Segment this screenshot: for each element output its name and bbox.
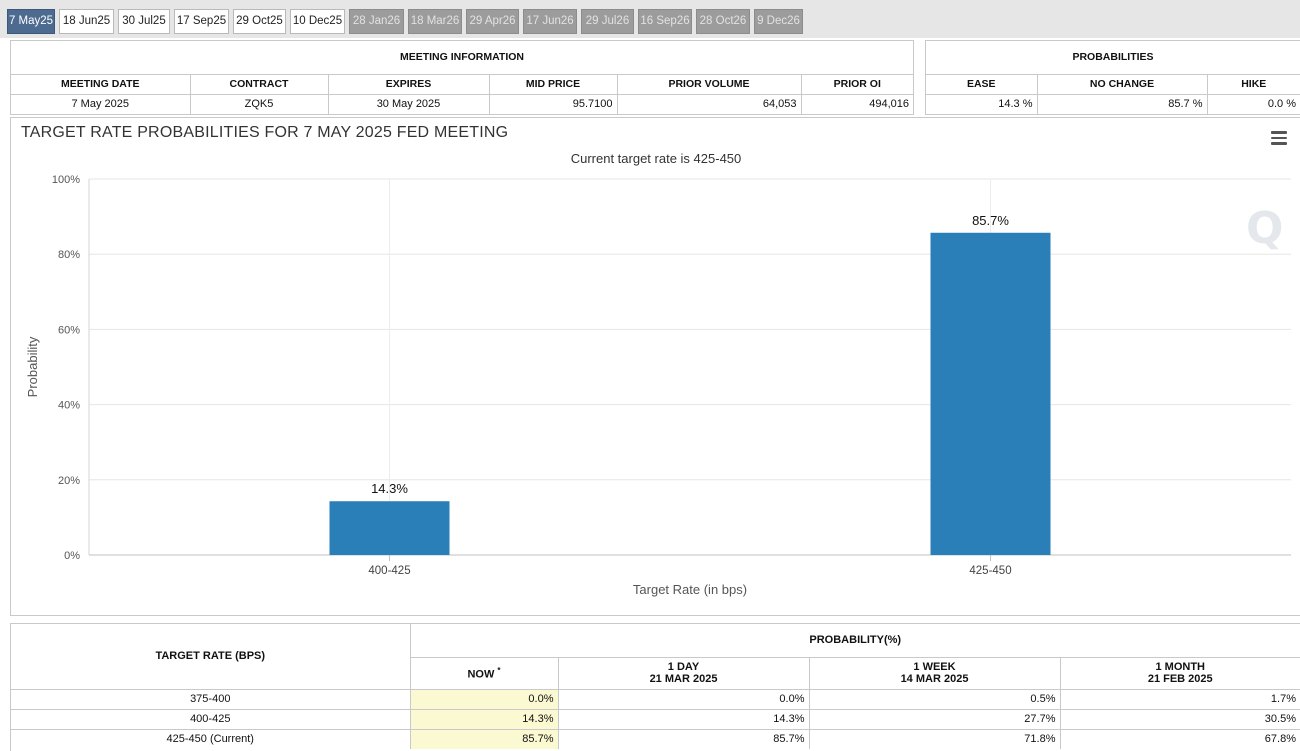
prior-volume-value: 64,053 — [616, 93, 802, 114]
header-ease: EASE — [926, 73, 1038, 95]
no-change-value: 85.7 % — [1036, 93, 1208, 114]
tab-30-jul25[interactable]: 30 Jul25 — [118, 9, 170, 34]
bar — [329, 501, 450, 555]
one-month-value: 67.8% — [1059, 728, 1300, 749]
y-tick-label: 40% — [58, 400, 80, 412]
meeting-tabs: 7 May25 18 Jun25 30 Jul25 17 Sep25 29 Oct25 1… — [0, 0, 1300, 38]
one-week-value: 71.8% — [808, 728, 1061, 749]
tab-28-jan26[interactable]: 28 Jan26 — [349, 9, 404, 34]
header-hike: HIKE — [1206, 73, 1300, 95]
tab-17-sep25[interactable]: 17 Sep25 — [174, 9, 229, 34]
tab-17-jun26[interactable]: 17 Jun26 — [523, 9, 577, 34]
data-label: 85.7% — [972, 213, 1009, 228]
tab-10-dec25[interactable]: 10 Dec25 — [290, 9, 345, 34]
header-probability: PROBABILITY(%) — [409, 624, 1300, 658]
tab-29-jul26[interactable]: 29 Jul26 — [581, 9, 634, 34]
hike-value: 0.0 % — [1206, 93, 1300, 114]
probabilities-panel: PROBABILITIES EASE NO CHANGE HIKE 14.3 %… — [925, 40, 1300, 115]
now-value: 14.3% — [409, 708, 559, 730]
now-value: 85.7% — [409, 728, 559, 749]
table-row: 375-400 0.0% 0.0% 0.5% 1.7% — [11, 688, 1300, 710]
meeting-date-value: 7 May 2025 — [11, 93, 191, 114]
chart-title: TARGET RATE PROBABILITIES FOR 7 MAY 2025… — [21, 124, 509, 141]
col-1-month: 1 MONTH 21 FEB 2025 — [1059, 656, 1300, 690]
header-prior-volume: PRIOR VOLUME — [616, 73, 802, 95]
tab-16-sep26[interactable]: 16 Sep26 — [638, 9, 692, 34]
y-tick-label: 80% — [58, 249, 80, 261]
one-month-value: 1.7% — [1059, 688, 1300, 710]
y-tick-label: 60% — [58, 324, 80, 336]
chart-subtitle: Current target rate is 425-450 — [570, 151, 742, 166]
watermark-q-icon: Q — [1246, 203, 1284, 254]
header-expires: EXPIRES — [327, 73, 490, 95]
table-row: 400-425 14.3% 14.3% 27.7% 30.5% — [11, 708, 1300, 730]
col-1-day: 1 DAY 21 MAR 2025 — [557, 656, 810, 690]
tab-18-jun25[interactable]: 18 Jun25 — [59, 9, 114, 34]
one-day-value: 85.7% — [557, 728, 810, 749]
bar-chart: 0% 20% 40% 60% 80% 100% 14.3% 400-425 85.7% 425-4… — [25, 174, 1291, 597]
rate-label: 425-450 (Current) — [11, 728, 411, 749]
y-tick-label: 100% — [52, 174, 80, 186]
one-month-value: 30.5% — [1059, 708, 1300, 730]
one-week-value: 27.7% — [808, 708, 1061, 730]
x-axis-title: Target Rate (in bps) — [633, 582, 747, 597]
col-now: NOW * — [409, 656, 559, 690]
chart-panel: TARGET RATE PROBABILITIES FOR 7 MAY 2025… — [10, 117, 1300, 616]
x-tick-label: 400-425 — [368, 565, 410, 577]
y-tick-label: 0% — [64, 550, 80, 562]
tab-29-oct25[interactable]: 29 Oct25 — [233, 9, 286, 34]
probabilities-title: PROBABILITIES — [926, 41, 1300, 75]
one-week-value: 0.5% — [808, 688, 1061, 710]
meeting-info-panel: MEETING INFORMATION MEETING DATE CONTRAC… — [10, 40, 914, 115]
expires-value: 30 May 2025 — [327, 93, 490, 114]
tab-29-apr26[interactable]: 29 Apr26 — [466, 9, 519, 34]
tab-7-may25[interactable]: 7 May25 — [7, 9, 55, 34]
tab-9-dec26[interactable]: 9 Dec26 — [754, 9, 803, 34]
header-target-rate: TARGET RATE (BPS) — [11, 624, 411, 690]
bar — [930, 232, 1051, 555]
x-tick-label: 425-450 — [969, 565, 1011, 577]
header-prior-oi: PRIOR OI — [800, 73, 913, 95]
ease-value: 14.3 % — [926, 93, 1038, 114]
one-day-value: 14.3% — [557, 708, 810, 730]
meeting-info-title: MEETING INFORMATION — [11, 41, 913, 75]
y-axis-title: Probability — [25, 336, 40, 397]
chart-menu-icon[interactable] — [1271, 131, 1287, 145]
one-day-value: 0.0% — [557, 688, 810, 710]
contract-value: ZQK5 — [189, 93, 329, 114]
y-tick-label: 20% — [58, 475, 80, 487]
header-mid-price: MID PRICE — [488, 73, 618, 95]
col-1-week: 1 WEEK 14 MAR 2025 — [808, 656, 1061, 690]
header-contract: CONTRACT — [189, 73, 329, 95]
rate-label: 400-425 — [11, 708, 411, 730]
tab-18-mar26[interactable]: 18 Mar26 — [408, 9, 462, 34]
prior-oi-value: 494,016 — [800, 93, 913, 114]
table-row: 425-450 (Current) 85.7% 85.7% 71.8% 67.8… — [11, 728, 1300, 749]
probability-table-panel: TARGET RATE (BPS) PROBABILITY(%) NOW * 1… — [10, 623, 1300, 751]
tab-28-oct26[interactable]: 28 Oct26 — [696, 9, 750, 34]
mid-price-value: 95.7100 — [488, 93, 618, 114]
header-no-change: NO CHANGE — [1036, 73, 1208, 95]
rate-label: 375-400 — [11, 688, 411, 710]
now-value: 0.0% — [409, 688, 559, 710]
data-label: 14.3% — [371, 481, 408, 496]
header-meeting-date: MEETING DATE — [11, 73, 191, 95]
